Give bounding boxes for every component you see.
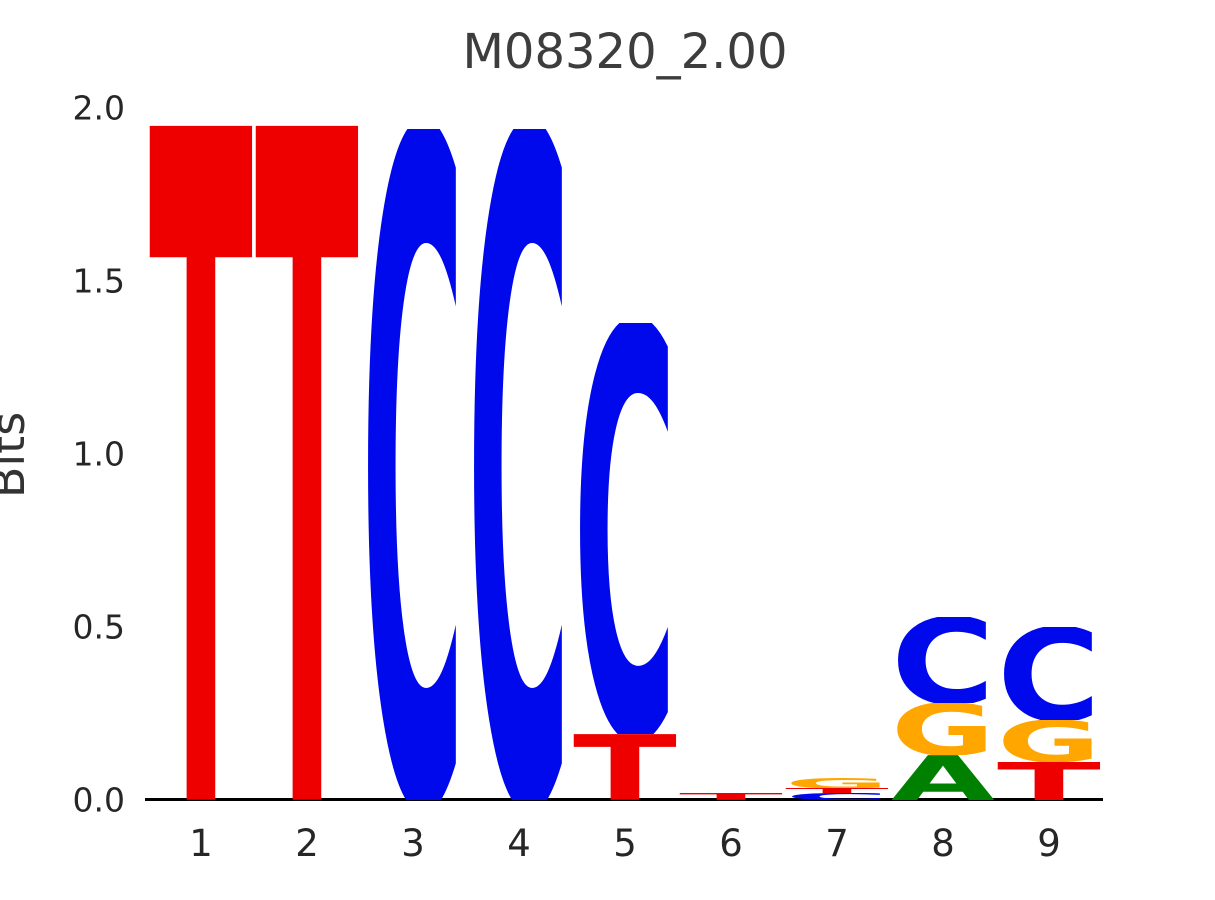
y-tick-label: 2.0 bbox=[72, 88, 125, 128]
logo-letter-a-pos8: A bbox=[891, 755, 995, 800]
x-tick-label: 4 bbox=[507, 822, 531, 865]
logo-letter-t-pos6: T bbox=[679, 793, 783, 800]
logo-letter-t-pos7: T bbox=[785, 788, 889, 793]
svg-text:C: C bbox=[361, 129, 465, 800]
x-tick-label: 6 bbox=[719, 822, 743, 865]
svg-text:C: C bbox=[997, 627, 1101, 720]
logo-letter-c-pos4: C bbox=[467, 129, 571, 800]
logo-letter-t-pos2: T bbox=[255, 125, 359, 800]
svg-text:T: T bbox=[255, 125, 359, 800]
svg-text:C: C bbox=[573, 323, 677, 735]
y-tick-label: 1.0 bbox=[72, 434, 125, 474]
svg-text:G: G bbox=[997, 720, 1101, 762]
svg-text:C: C bbox=[891, 617, 995, 704]
svg-text:T: T bbox=[573, 734, 677, 800]
logo-letter-g-pos9: G bbox=[997, 720, 1101, 762]
svg-text:C: C bbox=[785, 793, 889, 800]
x-tick-label: 8 bbox=[931, 822, 955, 865]
x-tick-label: 7 bbox=[825, 822, 849, 865]
logo-letter-g-pos8: G bbox=[891, 703, 995, 755]
logo-letter-t-pos9: T bbox=[997, 762, 1101, 800]
logo-letter-c-pos8: C bbox=[891, 617, 995, 704]
svg-text:A: A bbox=[891, 755, 995, 800]
svg-text:T: T bbox=[679, 793, 783, 800]
svg-text:C: C bbox=[467, 129, 571, 800]
logo-letter-c-pos9: C bbox=[997, 627, 1101, 720]
logo-letter-c-pos7: C bbox=[785, 793, 889, 800]
x-tick-label: 1 bbox=[189, 822, 213, 865]
y-tick-label: 1.5 bbox=[72, 261, 125, 301]
logo-letter-g-pos7: G bbox=[785, 778, 889, 788]
x-tick-label: 3 bbox=[401, 822, 425, 865]
logo-letter-c-pos3: C bbox=[361, 129, 465, 800]
svg-text:T: T bbox=[785, 788, 889, 793]
x-tick-label: 2 bbox=[295, 822, 319, 865]
chart-title: M08320_2.00 bbox=[462, 24, 788, 80]
x-tick-label: 5 bbox=[613, 822, 637, 865]
svg-text:G: G bbox=[785, 778, 889, 788]
x-tick-label: 9 bbox=[1037, 822, 1061, 865]
logo-letter-t-pos5: T bbox=[573, 734, 677, 800]
y-tick-label: 0.0 bbox=[72, 780, 125, 820]
x-axis-line bbox=[145, 798, 1103, 801]
y-tick-label: 0.5 bbox=[72, 607, 125, 647]
logo-letter-t-pos1: T bbox=[149, 125, 253, 800]
logo-letter-c-pos5: C bbox=[573, 323, 677, 735]
svg-text:T: T bbox=[997, 762, 1101, 800]
svg-text:G: G bbox=[891, 703, 995, 755]
svg-text:T: T bbox=[149, 125, 253, 800]
